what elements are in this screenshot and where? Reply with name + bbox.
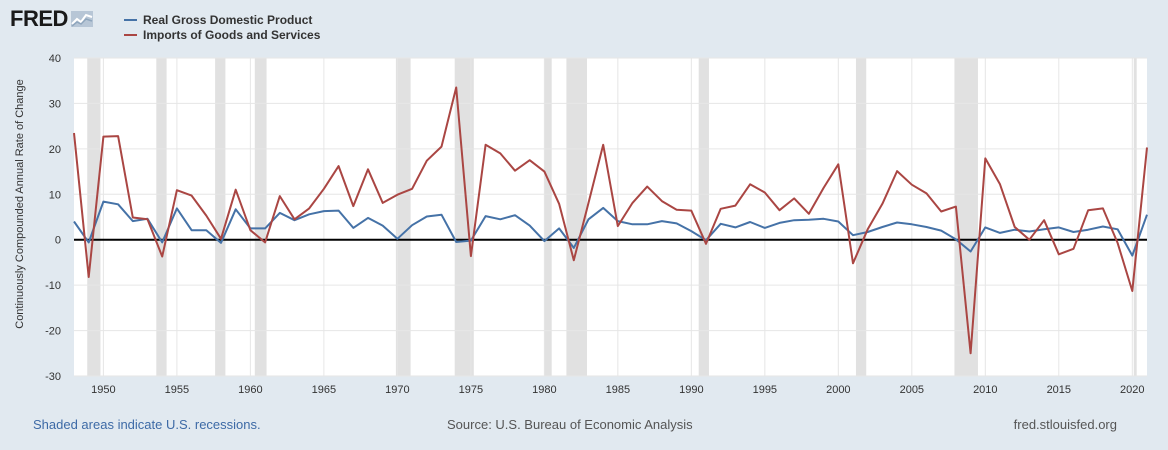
x-tick-label: 1975 [459,384,483,396]
y-tick-label: 10 [49,189,61,201]
legend-item-imports[interactable]: Imports of Goods and Services [124,27,320,42]
x-tick-label: 1980 [532,384,556,396]
x-tick-label: 1955 [165,384,189,396]
x-tick-label: 2010 [973,384,997,396]
recession-band [87,58,101,376]
x-tick-label: 2000 [826,384,850,396]
source-text: Source: U.S. Bureau of Economic Analysis [447,417,693,432]
recession-band [954,58,978,376]
x-tick-label: 1990 [679,384,703,396]
recession-note-link[interactable]: Shaded areas indicate U.S. recessions. [33,417,261,432]
recession-shading [87,58,1137,376]
x-tick-label: 1950 [91,384,115,396]
series-lines [73,86,1148,355]
y-tick-label: -30 [45,371,61,383]
legend-label-gdp: Real Gross Domestic Product [143,12,313,27]
x-tick-label: 2015 [1047,384,1071,396]
y-axis-ticks: -30 -20 -10 0 10 20 30 40 [45,53,61,383]
series-line-gdp [73,200,1148,257]
recession-band [454,58,474,376]
x-tick-label: 1965 [312,384,336,396]
y-tick-label: -20 [45,326,61,338]
recession-band [698,58,709,376]
legend-item-gdp[interactable]: Real Gross Domestic Product [124,12,320,27]
fred-logo[interactable]: FRED [10,6,93,32]
x-tick-label: 2005 [900,384,924,396]
plot-background [74,58,1147,376]
x-axis-ticks: 1950 1955 1960 1965 1970 1975 1980 1985 1990 1995… [91,384,1144,396]
recession-band [156,58,167,376]
x-tick-label: 2020 [1120,384,1144,396]
y-tick-label: -10 [45,280,61,292]
series-line-imports [73,86,1148,355]
y-tick-label: 30 [49,98,61,110]
logo-text: FRED [10,6,68,31]
recession-band [1133,58,1137,376]
recession-band [566,58,587,376]
recession-band [855,58,867,376]
chart-trend-icon [70,11,93,27]
y-axis-label: Continuously Compounded Annual Rate of C… [14,79,26,329]
y-tick-label: 40 [49,53,61,65]
x-tick-label: 1960 [238,384,262,396]
x-tick-label: 1970 [385,384,409,396]
recession-band [254,58,267,376]
x-tick-label: 1985 [606,384,630,396]
recession-band [395,58,411,376]
x-tick-label: 1995 [753,384,777,396]
y-tick-label: 20 [49,144,61,156]
recession-band [215,58,226,376]
legend-label-imports: Imports of Goods and Services [143,27,321,42]
legend-swatch-imports [124,33,137,36]
recession-band [544,58,552,376]
plot-area [74,58,1147,376]
y-tick-label: 0 [55,235,61,247]
chart-legend: Real Gross Domestic Product Imports of G… [124,12,320,42]
legend-swatch-gdp [124,18,137,21]
site-link[interactable]: fred.stlouisfed.org [1013,417,1117,432]
